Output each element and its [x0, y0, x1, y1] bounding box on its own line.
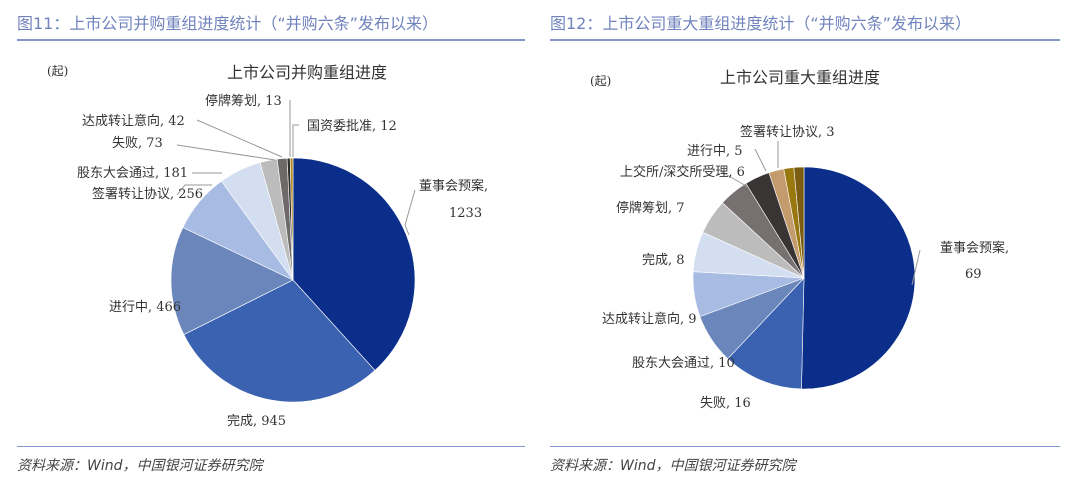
unit-label: (起) [47, 64, 68, 78]
leader-line [404, 189, 416, 236]
data-label: 签署转让协议, 256 [92, 186, 203, 202]
pie-slice [801, 166, 916, 390]
data-label: 进行中, 5 [687, 144, 743, 159]
data-label: 停牌筹划, 13 [205, 93, 282, 109]
pie-slice [289, 157, 294, 281]
leader-line [754, 148, 767, 172]
leader-line [719, 170, 749, 188]
data-label: 股东大会通过, 181 [77, 166, 188, 181]
leader-line [176, 184, 212, 196]
chart-title: 上市公司重大重组进度 [720, 68, 880, 87]
figure-title: 图12：上市公司重大重组进度统计（“并购六条”发布以来） [550, 14, 971, 33]
figure-11: 图11：上市公司并购重组进度统计（“并购六条”发布以来） 上市公司并购重组进度 (… [17, 0, 525, 491]
data-label: 完成, 945 [227, 414, 286, 429]
data-label: 1233 [449, 206, 482, 221]
data-label: 完成, 8 [642, 253, 685, 268]
divider [17, 39, 525, 41]
leader-line [176, 144, 276, 161]
figure-12: 图12：上市公司重大重组进度统计（“并购六条”发布以来） 上市公司重大重组进度 (… [550, 0, 1060, 491]
pie-slice [727, 277, 805, 390]
pie-slice [292, 157, 416, 371]
data-label: 董事会预案, [940, 241, 1009, 256]
data-label: 达成转让意向, 42 [82, 113, 185, 129]
data-label: 69 [965, 267, 982, 282]
data-label: 国资委批准, 12 [307, 119, 397, 134]
data-label: 股东大会通过, 10 [632, 356, 735, 371]
divider [17, 446, 525, 447]
divider [550, 446, 1060, 447]
data-label: 失败, 16 [700, 396, 751, 411]
leader-line [911, 249, 921, 286]
data-label: 签署转让协议, 3 [740, 124, 835, 140]
divider [550, 39, 1060, 41]
leader-line [292, 124, 299, 157]
pie-chart-major-restructuring-progress: 上市公司重大重组进度 (起) 董事会预案, 69 失败, 16 股东大会通过, 10 达成转… [590, 68, 1009, 411]
pie-slice [793, 166, 805, 279]
figure-title: 图11：上市公司并购重组进度统计（“并购六条”发布以来） [17, 14, 438, 33]
leader-line [196, 119, 283, 158]
chart-title: 上市公司并购重组进度 [227, 63, 387, 82]
pie-chart-merger-progress: 上市公司并购重组进度 (起) 董事会预案, 1233 完成, 945 进行中, 466 签署… [47, 63, 488, 429]
data-label: 停牌筹划, 7 [616, 200, 685, 216]
data-label: 失败, 73 [112, 136, 163, 151]
data-label: 董事会预案, [419, 179, 488, 194]
pie-slice [170, 227, 294, 335]
source-note: 资料来源：Wind，中国银河证券研究院 [17, 458, 263, 474]
data-label: 上交所/深交所受理, 6 [620, 164, 745, 180]
data-label: 达成转让意向, 9 [602, 311, 697, 327]
pie-slice [183, 279, 376, 403]
source-note: 资料来源：Wind，中国银河证券研究院 [550, 458, 796, 474]
unit-label: (起) [590, 74, 611, 88]
data-label: 进行中, 466 [109, 300, 181, 315]
